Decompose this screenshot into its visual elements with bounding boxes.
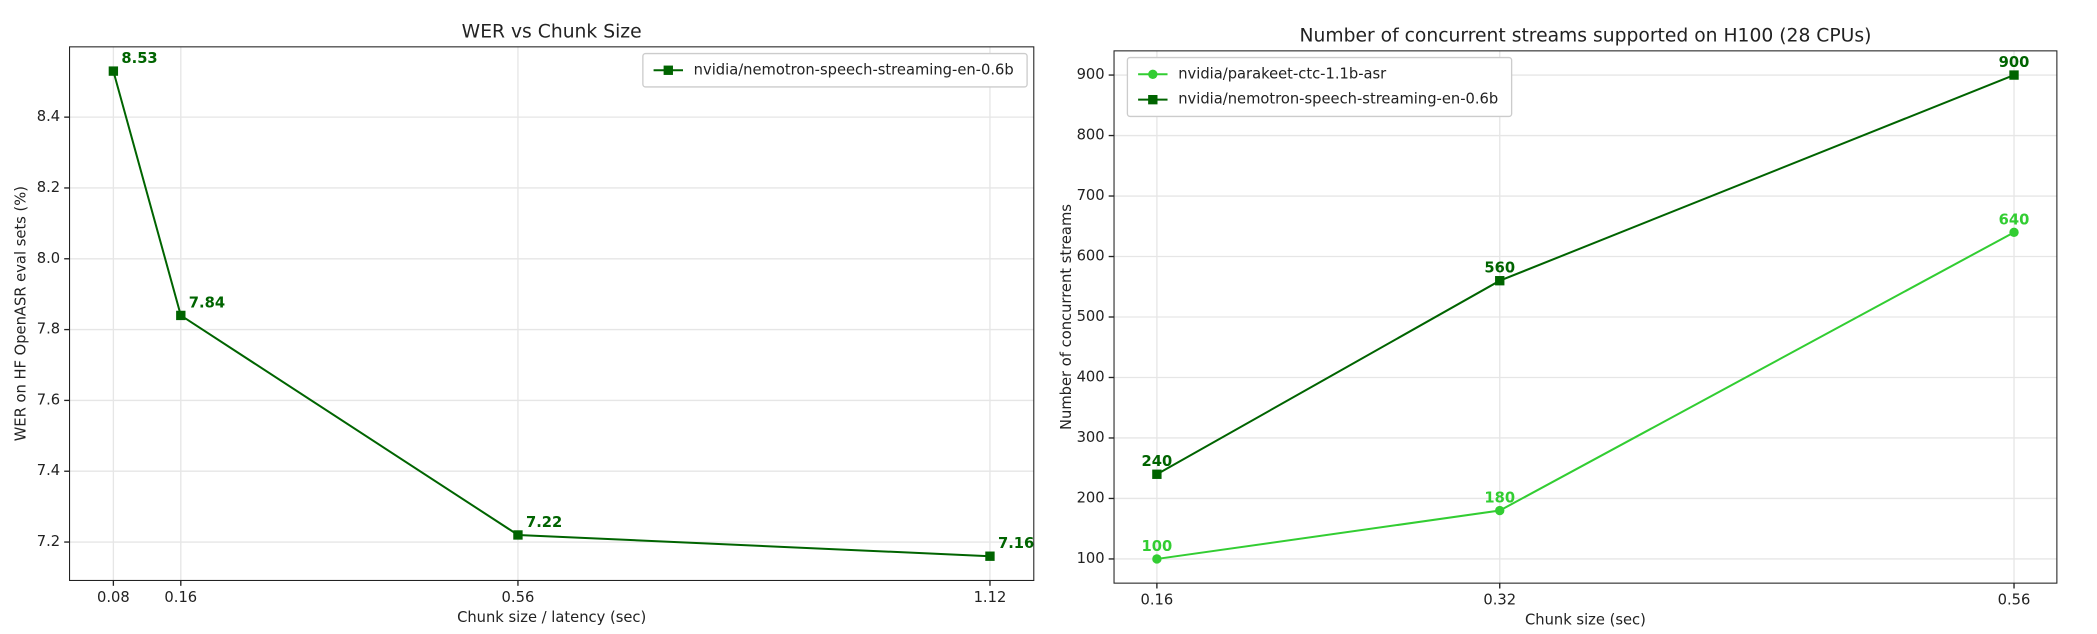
legend-label: nvidia/parakeet-ctc-1.1b-asr: [1178, 65, 1387, 82]
x-axis-label: Chunk size / latency (sec): [457, 609, 646, 626]
y-tick-label: 7.8: [37, 321, 60, 338]
legend-frame: [642, 52, 1028, 88]
data-label: 100: [1142, 538, 1173, 555]
legend: nvidia/nemotron-speech-streaming-en-0.6b: [642, 52, 1028, 88]
data-label: 7.16: [998, 535, 1034, 552]
y-tick-label: 8.4: [37, 108, 60, 125]
legend-marker: [1148, 69, 1158, 79]
legend-frame: [1126, 56, 1513, 118]
legend-item: nvidia/parakeet-ctc-1.1b-asr: [1138, 65, 1387, 82]
y-axis-label: WER on HF OpenASR eval sets (%): [12, 186, 29, 441]
x-axis-label: Chunk size (sec): [1525, 612, 1646, 629]
data-label: 240: [1142, 453, 1173, 470]
y-tick-label: 8.0: [37, 250, 60, 267]
y-tick-label: 600: [1077, 248, 1105, 265]
series-line: [1156, 231, 2015, 560]
legend: nvidia/parakeet-ctc-1.1b-asr nvidia/nemot…: [1126, 56, 1513, 118]
y-tick-label: 8.2: [37, 179, 60, 196]
legend-label: nvidia/nemotron-speech-streaming-en-0.6b: [1178, 91, 1498, 108]
y-tick-label: 7.2: [37, 533, 60, 550]
y-tick-label: 7.4: [37, 462, 60, 479]
marker: [513, 530, 523, 540]
y-tick-label: 7.6: [37, 391, 60, 408]
series-line: [112, 70, 991, 558]
y-axis-label: Number of concurrent streams: [1058, 204, 1075, 430]
y-tick-label: 900: [1077, 66, 1105, 83]
marker: [2009, 70, 2019, 80]
legend-marker: [663, 65, 673, 75]
marker: [985, 551, 995, 561]
data-label: 7.84: [189, 294, 225, 311]
plot-frame: [1113, 50, 2058, 584]
data-label: 180: [1484, 490, 1515, 507]
legend-item: nvidia/nemotron-speech-streaming-en-0.6b: [653, 61, 1014, 78]
marker: [1152, 469, 1162, 479]
x-tick-label: 0.56: [502, 589, 535, 606]
marker: [176, 310, 186, 321]
y-tick-label: 300: [1077, 429, 1105, 446]
data-label: 7.22: [526, 514, 562, 531]
marker: [108, 66, 119, 76]
chart-title: WER vs Chunk Size: [462, 22, 642, 43]
x-tick-label: 0.16: [1141, 592, 1174, 609]
marker: [1495, 505, 1505, 516]
legend-label: nvidia/nemotron-speech-streaming-en-0.6b: [694, 61, 1014, 78]
chart-title: Number of concurrent streams supported o…: [1299, 26, 1871, 47]
y-tick-label: 700: [1077, 187, 1105, 204]
data-label: 560: [1484, 260, 1515, 277]
legend-marker: [1148, 94, 1158, 105]
x-tick-label: 1.12: [974, 589, 1007, 606]
y-tick-label: 200: [1077, 489, 1105, 506]
y-tick-label: 100: [1077, 550, 1105, 567]
data-label: 900: [1999, 54, 2030, 71]
data-label: 8.53: [121, 50, 157, 67]
legend-item: nvidia/nemotron-speech-streaming-en-0.6b: [1138, 91, 1498, 108]
y-tick-label: 400: [1077, 368, 1105, 385]
x-tick-label: 0.16: [164, 589, 197, 606]
marker: [1152, 554, 1162, 564]
x-tick-label: 0.56: [1998, 592, 2031, 609]
marker: [2009, 227, 2019, 238]
y-tick-label: 800: [1077, 127, 1105, 144]
y-tick-label: 500: [1077, 308, 1105, 325]
data-label: 640: [1999, 211, 2030, 228]
marker: [1495, 276, 1505, 286]
x-tick-label: 0.08: [97, 589, 130, 606]
x-tick-label: 0.32: [1483, 592, 1516, 609]
plot-frame: [69, 46, 1035, 581]
